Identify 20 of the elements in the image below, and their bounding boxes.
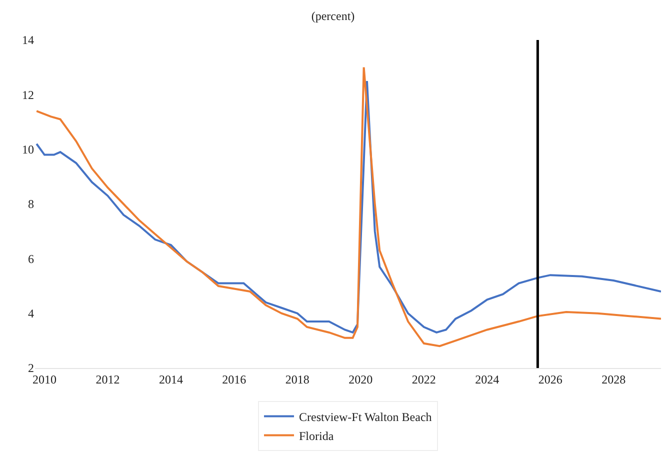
x-tick-label: 2012 (96, 372, 120, 386)
legend-label: Florida (299, 428, 334, 443)
chart-title: (percent) (311, 9, 355, 24)
x-tick-label: 2014 (158, 372, 183, 386)
x-tick-label: 2024 (475, 372, 500, 386)
x-tick-label: 2010 (32, 372, 56, 386)
x-tick-label: 2028 (602, 372, 626, 386)
y-tick-label: 14 (22, 33, 34, 48)
legend-label: Crestview-Ft Walton Beach (299, 410, 432, 424)
x-tick-label: 2016 (222, 372, 246, 386)
y-tick-label: 10 (22, 142, 34, 157)
y-tick-label: 6 (28, 252, 34, 266)
x-tick-label: 2018 (285, 372, 310, 386)
y-tick-label: 4 (28, 306, 34, 321)
x-tick-label: 2022 (412, 372, 436, 386)
x-tick-label: 2026 (538, 372, 562, 386)
y-tick-label: 2 (28, 361, 34, 376)
y-tick-label: 12 (22, 88, 34, 102)
y-tick-label: 8 (28, 197, 34, 212)
x-tick-label: 2020 (348, 372, 373, 386)
